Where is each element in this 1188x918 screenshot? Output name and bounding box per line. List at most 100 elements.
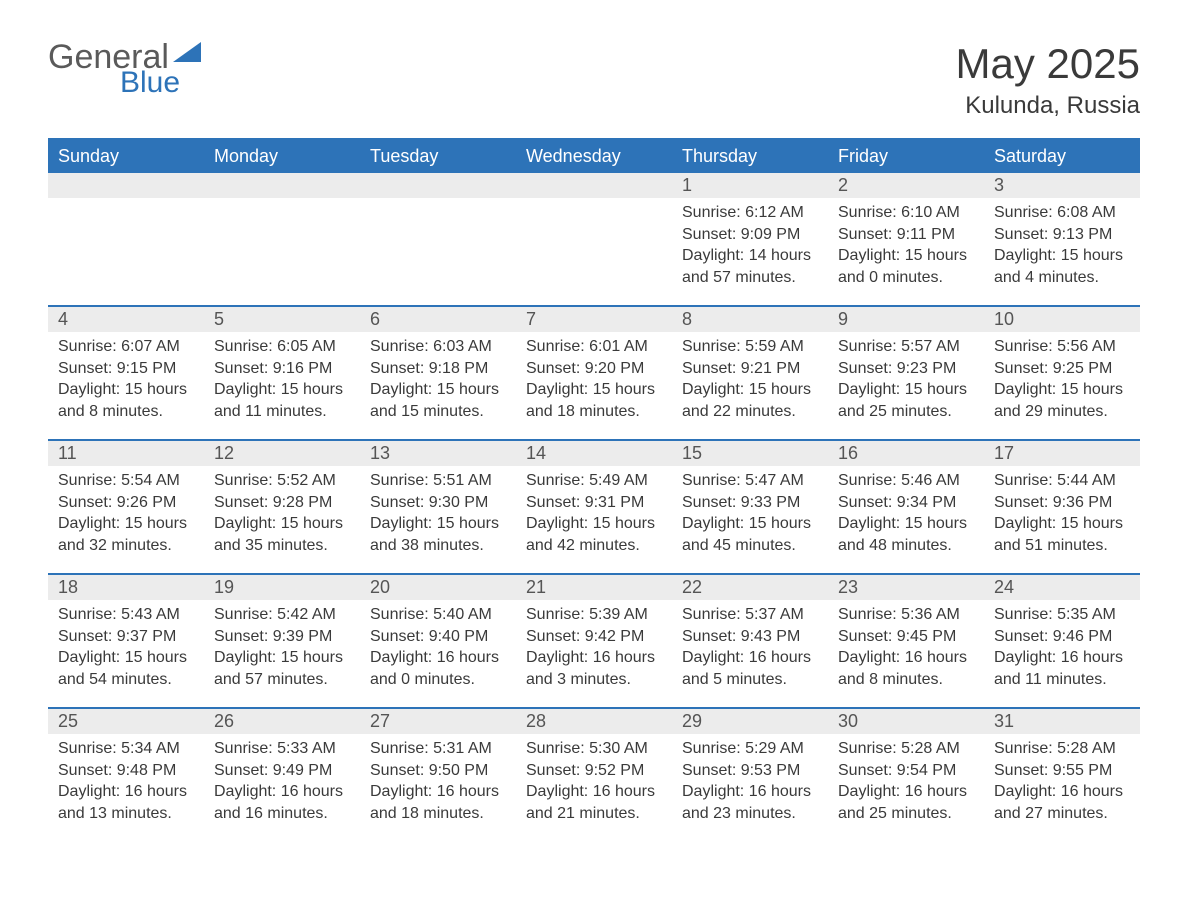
day-number-cell: 30 bbox=[828, 708, 984, 734]
day-content-cell: Sunrise: 6:08 AMSunset: 9:13 PMDaylight:… bbox=[984, 198, 1140, 306]
day-number-cell: 13 bbox=[360, 440, 516, 466]
sunrise-text: Sunrise: 5:43 AM bbox=[58, 604, 194, 626]
daylight-text: Daylight: 16 hours bbox=[526, 647, 662, 669]
daylight-text: Daylight: 16 hours bbox=[838, 781, 974, 803]
sunset-text: Sunset: 9:48 PM bbox=[58, 760, 194, 782]
daylight-text: Daylight: 16 hours bbox=[214, 781, 350, 803]
weekday-header: Thursday bbox=[672, 139, 828, 173]
day-content-cell bbox=[48, 198, 204, 306]
day-number-cell: 11 bbox=[48, 440, 204, 466]
day-content-cell: Sunrise: 5:46 AMSunset: 9:34 PMDaylight:… bbox=[828, 466, 984, 574]
daylight-text: Daylight: 16 hours bbox=[838, 647, 974, 669]
day-content-cell: Sunrise: 6:12 AMSunset: 9:09 PMDaylight:… bbox=[672, 198, 828, 306]
day-number-cell: 15 bbox=[672, 440, 828, 466]
daylight-text: and 57 minutes. bbox=[214, 669, 350, 691]
daylight-text: and 11 minutes. bbox=[994, 669, 1130, 691]
daylight-text: Daylight: 15 hours bbox=[214, 513, 350, 535]
daylight-text: Daylight: 15 hours bbox=[58, 513, 194, 535]
daylight-text: and 35 minutes. bbox=[214, 535, 350, 557]
day-content-cell bbox=[360, 198, 516, 306]
day-content-cell: Sunrise: 5:28 AMSunset: 9:54 PMDaylight:… bbox=[828, 734, 984, 842]
header: General Blue May 2025 Kulunda, Russia bbox=[48, 40, 1140, 120]
day-number-cell: 5 bbox=[204, 306, 360, 332]
sunrise-text: Sunrise: 5:46 AM bbox=[838, 470, 974, 492]
daylight-text: Daylight: 16 hours bbox=[58, 781, 194, 803]
sunset-text: Sunset: 9:09 PM bbox=[682, 224, 818, 246]
daylight-text: Daylight: 15 hours bbox=[994, 245, 1130, 267]
sunrise-text: Sunrise: 5:57 AM bbox=[838, 336, 974, 358]
sunset-text: Sunset: 9:23 PM bbox=[838, 358, 974, 380]
sunrise-text: Sunrise: 5:37 AM bbox=[682, 604, 818, 626]
day-number-cell: 3 bbox=[984, 173, 1140, 198]
calendar-table: Sunday Monday Tuesday Wednesday Thursday… bbox=[48, 138, 1140, 842]
day-number-cell: 21 bbox=[516, 574, 672, 600]
sunset-text: Sunset: 9:25 PM bbox=[994, 358, 1130, 380]
sunset-text: Sunset: 9:53 PM bbox=[682, 760, 818, 782]
daylight-text: and 16 minutes. bbox=[214, 803, 350, 825]
day-content-cell: Sunrise: 5:51 AMSunset: 9:30 PMDaylight:… bbox=[360, 466, 516, 574]
daylight-text: and 15 minutes. bbox=[370, 401, 506, 423]
day-content-cell: Sunrise: 5:40 AMSunset: 9:40 PMDaylight:… bbox=[360, 600, 516, 708]
sunset-text: Sunset: 9:46 PM bbox=[994, 626, 1130, 648]
sunrise-text: Sunrise: 5:34 AM bbox=[58, 738, 194, 760]
sunrise-text: Sunrise: 5:51 AM bbox=[370, 470, 506, 492]
daylight-text: and 11 minutes. bbox=[214, 401, 350, 423]
daylight-text: and 42 minutes. bbox=[526, 535, 662, 557]
sunset-text: Sunset: 9:18 PM bbox=[370, 358, 506, 380]
sunset-text: Sunset: 9:15 PM bbox=[58, 358, 194, 380]
day-number-cell: 19 bbox=[204, 574, 360, 600]
sunrise-text: Sunrise: 5:47 AM bbox=[682, 470, 818, 492]
sunset-text: Sunset: 9:28 PM bbox=[214, 492, 350, 514]
weekday-header: Sunday bbox=[48, 139, 204, 173]
day-content-row: Sunrise: 6:12 AMSunset: 9:09 PMDaylight:… bbox=[48, 198, 1140, 306]
day-number-cell: 8 bbox=[672, 306, 828, 332]
day-content-row: Sunrise: 5:43 AMSunset: 9:37 PMDaylight:… bbox=[48, 600, 1140, 708]
day-content-cell: Sunrise: 5:33 AMSunset: 9:49 PMDaylight:… bbox=[204, 734, 360, 842]
day-content-cell: Sunrise: 5:44 AMSunset: 9:36 PMDaylight:… bbox=[984, 466, 1140, 574]
sunset-text: Sunset: 9:21 PM bbox=[682, 358, 818, 380]
sunrise-text: Sunrise: 6:08 AM bbox=[994, 202, 1130, 224]
sunrise-text: Sunrise: 6:01 AM bbox=[526, 336, 662, 358]
sunset-text: Sunset: 9:11 PM bbox=[838, 224, 974, 246]
daylight-text: Daylight: 16 hours bbox=[682, 781, 818, 803]
day-content-row: Sunrise: 5:54 AMSunset: 9:26 PMDaylight:… bbox=[48, 466, 1140, 574]
daylight-text: and 48 minutes. bbox=[838, 535, 974, 557]
day-content-cell: Sunrise: 5:59 AMSunset: 9:21 PMDaylight:… bbox=[672, 332, 828, 440]
day-number-cell: 28 bbox=[516, 708, 672, 734]
sunset-text: Sunset: 9:13 PM bbox=[994, 224, 1130, 246]
daylight-text: Daylight: 16 hours bbox=[682, 647, 818, 669]
day-content-row: Sunrise: 5:34 AMSunset: 9:48 PMDaylight:… bbox=[48, 734, 1140, 842]
sunrise-text: Sunrise: 5:29 AM bbox=[682, 738, 818, 760]
daylight-text: and 8 minutes. bbox=[838, 669, 974, 691]
day-content-cell: Sunrise: 5:49 AMSunset: 9:31 PMDaylight:… bbox=[516, 466, 672, 574]
sunset-text: Sunset: 9:20 PM bbox=[526, 358, 662, 380]
daylight-text: and 5 minutes. bbox=[682, 669, 818, 691]
daylight-text: and 13 minutes. bbox=[58, 803, 194, 825]
daylight-text: and 27 minutes. bbox=[994, 803, 1130, 825]
daylight-text: and 22 minutes. bbox=[682, 401, 818, 423]
sunset-text: Sunset: 9:55 PM bbox=[994, 760, 1130, 782]
sunrise-text: Sunrise: 5:36 AM bbox=[838, 604, 974, 626]
daylight-text: Daylight: 15 hours bbox=[58, 379, 194, 401]
day-content-cell: Sunrise: 5:37 AMSunset: 9:43 PMDaylight:… bbox=[672, 600, 828, 708]
sunrise-text: Sunrise: 5:59 AM bbox=[682, 336, 818, 358]
month-title: May 2025 bbox=[956, 40, 1140, 88]
sunrise-text: Sunrise: 5:30 AM bbox=[526, 738, 662, 760]
sunrise-text: Sunrise: 5:28 AM bbox=[838, 738, 974, 760]
sunset-text: Sunset: 9:39 PM bbox=[214, 626, 350, 648]
daylight-text: Daylight: 16 hours bbox=[370, 781, 506, 803]
daylight-text: Daylight: 16 hours bbox=[994, 781, 1130, 803]
daylight-text: Daylight: 15 hours bbox=[214, 379, 350, 401]
daylight-text: Daylight: 14 hours bbox=[682, 245, 818, 267]
daylight-text: and 4 minutes. bbox=[994, 267, 1130, 289]
sunrise-text: Sunrise: 5:28 AM bbox=[994, 738, 1130, 760]
day-content-cell bbox=[204, 198, 360, 306]
daylight-text: Daylight: 16 hours bbox=[526, 781, 662, 803]
day-content-cell: Sunrise: 5:36 AMSunset: 9:45 PMDaylight:… bbox=[828, 600, 984, 708]
daylight-text: and 32 minutes. bbox=[58, 535, 194, 557]
day-content-cell: Sunrise: 5:31 AMSunset: 9:50 PMDaylight:… bbox=[360, 734, 516, 842]
day-number-cell: 10 bbox=[984, 306, 1140, 332]
day-number-cell: 1 bbox=[672, 173, 828, 198]
sunrise-text: Sunrise: 5:54 AM bbox=[58, 470, 194, 492]
day-number-row: 123 bbox=[48, 173, 1140, 198]
